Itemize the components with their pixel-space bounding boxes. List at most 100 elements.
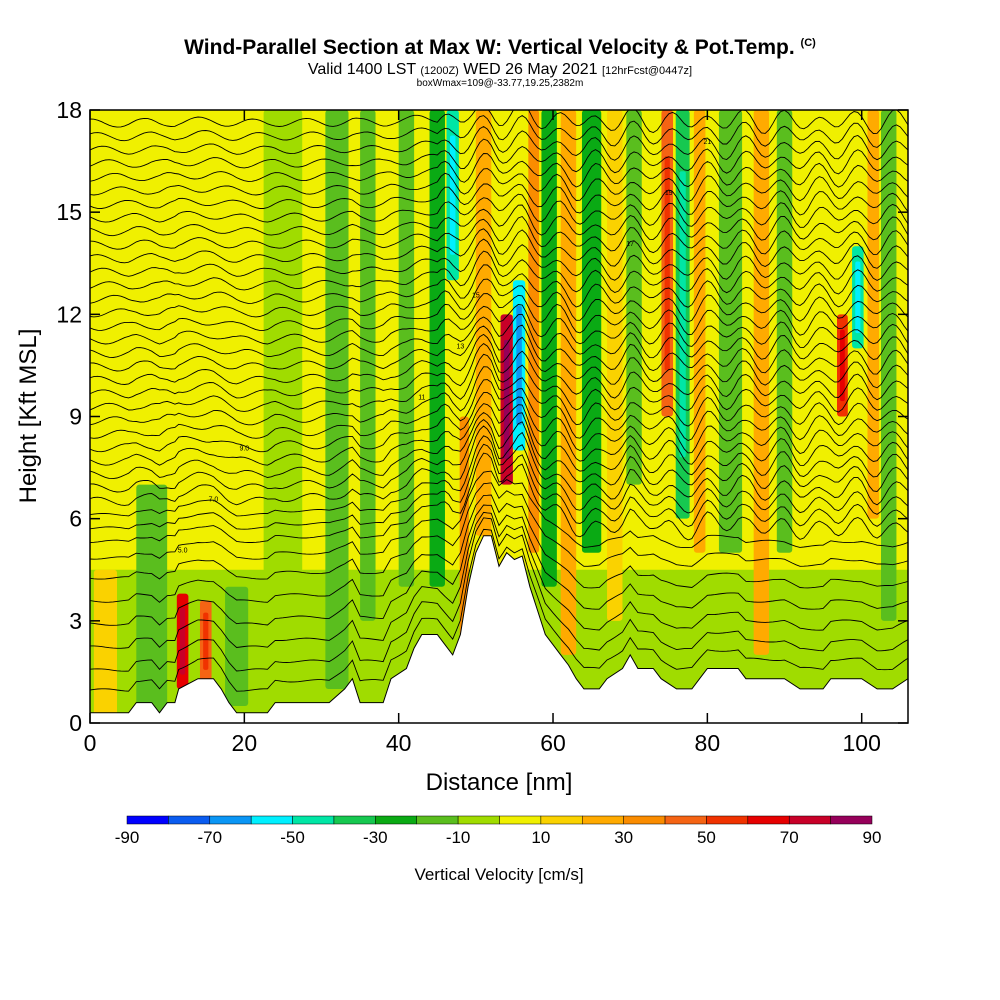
colorbar-swatch: [664, 815, 707, 825]
velocity-cell: [263, 110, 303, 587]
isentrope-line: [90, 528, 908, 692]
y-axis-ticks: 0 3 6 9 12 15 18: [56, 97, 908, 736]
velocity-cell: [581, 110, 602, 553]
isentrope-line: [90, 403, 908, 466]
isentrope-line: [90, 452, 908, 543]
x-tick-label: 20: [232, 730, 258, 756]
colorbar-swatch: [209, 815, 252, 825]
x-tick-label: 60: [540, 730, 566, 756]
isentrope-line: [90, 114, 908, 148]
isentrope-line: [90, 304, 908, 348]
isentrope-line: [90, 125, 908, 161]
y-tick-label: 15: [56, 199, 82, 225]
velocity-core: [203, 612, 209, 670]
colorbar-tick: 90: [863, 828, 882, 847]
subtitle-date: WED 26 May 2021: [463, 61, 598, 78]
velocity-cell: [867, 110, 880, 519]
isentrope-line: [90, 482, 908, 580]
isentrope-line: [90, 278, 908, 323]
velocity-cell: [753, 110, 770, 655]
colorbar-swatch: [375, 815, 417, 825]
isentrope-line: [90, 138, 908, 175]
theta-contour-label: 9.0: [239, 446, 249, 453]
velocity-core: [179, 607, 186, 675]
isentrope-line: [90, 215, 908, 255]
y-tick-label: 6: [69, 506, 82, 532]
y-tick-label: 9: [69, 404, 82, 430]
velocity-core: [664, 155, 670, 371]
isentrope-line: [90, 425, 908, 506]
isentrope-line: [90, 517, 908, 672]
velocity-cell: [880, 110, 897, 621]
theta-contours: [90, 110, 908, 692]
colorbar-tick-labels: -90 -70 -50 -30 -10 10 30 50 70 90: [115, 828, 882, 847]
theta-contour-label: 13: [457, 343, 465, 350]
colorbar-tick: -90: [115, 828, 140, 847]
isentrope-line: [90, 238, 908, 281]
velocity-core: [503, 339, 510, 460]
colorbar-tick: -70: [197, 828, 222, 847]
x-axis-ticks: 0 20 40 60 80 100: [84, 110, 881, 756]
theta-contour-label: 19: [665, 190, 673, 197]
colorbar: [126, 815, 873, 825]
theta-contour-label: 15: [472, 292, 480, 299]
isentrope-line: [90, 250, 908, 295]
colorbar-swatch: [706, 815, 749, 825]
isentrope-line: [90, 168, 908, 203]
chart-subtitle-2: boxWmax=109@-33.77,19.25,2382m: [416, 78, 584, 89]
colorbar-tick: 50: [697, 828, 716, 847]
x-axis-label: Distance [nm]: [426, 769, 573, 796]
velocity-cell: [136, 484, 168, 723]
isentrope-line: [90, 193, 908, 228]
isentrope-line: [90, 110, 908, 134]
isentrope-line: [90, 353, 908, 413]
isentrope-line: [90, 379, 908, 442]
colorbar-swatch: [333, 815, 376, 825]
isentrope-line: [90, 494, 908, 603]
isentrope-line: [90, 204, 908, 241]
chart-subtitle: Valid 1400 LST (1200Z) WED 26 May 2021 […: [0, 61, 1000, 79]
velocity-cell: [607, 110, 623, 621]
isentrope-line: [90, 435, 908, 517]
subtitle-utc: (1200Z): [420, 65, 459, 77]
x-tick-label: 100: [843, 730, 881, 756]
isentrope-line: [90, 293, 908, 336]
theta-contour-label: 21: [703, 139, 711, 146]
isentrope-line: [90, 366, 908, 427]
velocity-core: [855, 261, 861, 334]
colorbar-swatch: [416, 815, 459, 825]
colorbar-swatch: [292, 815, 335, 825]
velocity-cell: [560, 110, 577, 655]
isentrope-line: [90, 228, 908, 269]
velocity-cell: [325, 110, 349, 689]
colorbar-swatch: [582, 815, 624, 825]
colorbar-swatch: [250, 815, 293, 825]
theta-contour-labels: 5.0 7.0 9.0 11 13 15 17 19 21: [178, 139, 712, 555]
isentrope-line: [90, 333, 908, 389]
velocity-core: [516, 305, 522, 426]
x-tick-label: 80: [695, 730, 721, 756]
colorbar-tick: 10: [531, 828, 550, 847]
colorbar-tick: 70: [780, 828, 799, 847]
theta-contour-label: 17: [626, 241, 634, 248]
x-tick-label: 40: [386, 730, 412, 756]
colorbar-swatch: [788, 815, 831, 825]
colorbar-swatch: [623, 815, 666, 825]
colorbar-swatch: [126, 815, 169, 825]
velocity-cell: [429, 110, 445, 587]
isentrope-line: [90, 343, 908, 401]
subtitle-forecast: [12hrFcst@0447z]: [602, 65, 693, 77]
isentrope-line: [90, 264, 908, 308]
y-tick-label: 12: [56, 301, 82, 327]
colorbar-swatch: [830, 815, 873, 825]
velocity-cell: [225, 586, 249, 706]
velocity-cell: [398, 110, 415, 587]
isentrope-line: [90, 153, 908, 188]
y-tick-label: 18: [56, 97, 82, 123]
isentrope-line: [90, 313, 908, 360]
colorbar-tick: 30: [614, 828, 633, 847]
isentrope-line: [90, 419, 908, 493]
colorbar-swatch: [168, 815, 211, 825]
x-tick-label: 0: [84, 730, 97, 756]
